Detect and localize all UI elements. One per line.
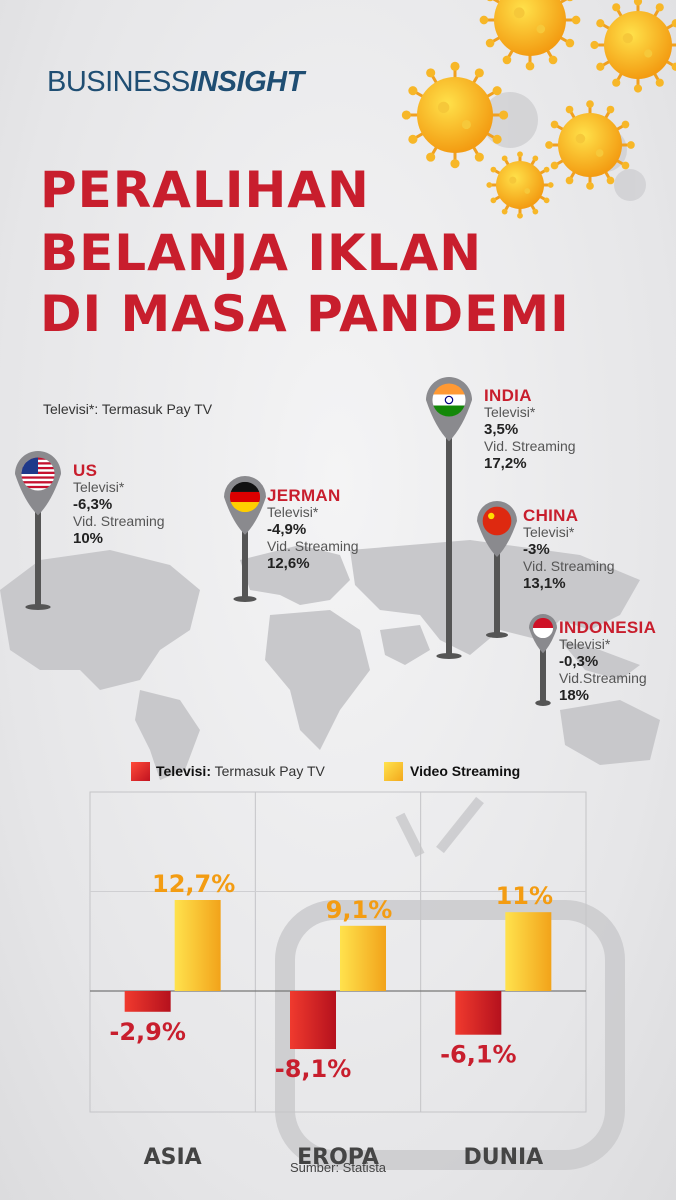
map-pin (15, 451, 61, 610)
germany-flag-icon (229, 481, 261, 513)
bar-video-streaming (340, 925, 386, 991)
bar-video-streaming (174, 900, 221, 991)
country-name: INDIA (484, 386, 532, 405)
tv-illustration (275, 796, 625, 1170)
bar-televisi (455, 991, 502, 1035)
map-pin (224, 476, 266, 602)
map-pin (529, 614, 557, 706)
bar-video-streaming (505, 912, 552, 991)
china-flag-icon (482, 506, 512, 536)
country-china: CHINA Televisi* -3% Vid. Streaming 13,1% (523, 507, 615, 592)
world-map (0, 540, 660, 780)
brand-logo: BUSINESSINSIGHT (47, 66, 304, 99)
bar-televisi (290, 991, 336, 1050)
country-india: INDIA Televisi* 3,5% Vid. Streaming 17,2… (484, 387, 576, 472)
tv-label: Televisi* (523, 524, 575, 540)
country-name: JERMAN (267, 486, 341, 505)
virus-illustration (401, 0, 676, 219)
brand-part1: BUSINESS (47, 66, 190, 98)
legend-tv-swatch (131, 762, 150, 781)
vs-label: Vid. Streaming (523, 558, 615, 574)
tv-label: Televisi* (267, 504, 319, 520)
category-label: EROPA (297, 1145, 379, 1170)
country-name: CHINA (523, 506, 579, 525)
category-label: DUNIA (463, 1145, 543, 1170)
vs-label: Vid. Streaming (484, 438, 576, 454)
category-label: ASIA (144, 1145, 202, 1170)
country-name: INDONESIA (559, 618, 657, 637)
data-label-televisi: -6,1% (440, 1041, 517, 1069)
vs-label: Vid.Streaming (559, 670, 647, 686)
footnote: Televisi*: Termasuk Pay TV (43, 401, 213, 417)
tv-value: -0,3% (559, 653, 599, 670)
data-label-televisi: -2,9% (109, 1018, 186, 1046)
source-text: Sumber: Statista (289, 1160, 387, 1175)
tv-value: 3,5% (484, 421, 519, 438)
country-jerman: JERMAN Televisi* -4,9% Vid. Streaming 12… (267, 487, 359, 572)
tv-label: Televisi* (73, 479, 125, 495)
tv-label: Televisi* (559, 636, 611, 652)
bar-chart: -2,9% 12,7% ASIA -8,1% 9,1% EROPA -6,1% 11% DUNI… (89, 791, 625, 1170)
virus-icon (401, 61, 509, 169)
tv-label: Televisi* (484, 404, 536, 420)
title-line-1: PERALIHAN (40, 161, 370, 219)
country-indonesia: INDONESIA Televisi* -0,3% Vid.Streaming … (559, 619, 656, 704)
tv-value: -4,9% (267, 521, 307, 538)
legend-tv: Televisi: Termasuk Pay TV (156, 763, 325, 779)
vs-label: Vid. Streaming (73, 513, 165, 529)
india-flag-icon (432, 383, 466, 417)
map-pin (477, 501, 517, 638)
brand-part2: INSIGHT (189, 66, 305, 98)
legend-vs-swatch (384, 762, 403, 781)
map-pins (15, 377, 557, 706)
vs-value: 18% (559, 687, 590, 704)
country-us: US Televisi* -6,3% Vid. Streaming 10% (73, 462, 165, 547)
legend-tv-rest: Termasuk Pay TV (211, 763, 325, 779)
title-line-2: BELANJA IKLAN (40, 224, 483, 282)
us-flag-icon (21, 457, 55, 491)
data-label-video-streaming: 11% (496, 882, 553, 910)
indonesia-flag-icon (532, 617, 554, 639)
legend-vs: Video Streaming (410, 763, 521, 779)
vs-value: 17,2% (484, 455, 527, 472)
country-name: US (73, 461, 98, 480)
bar-televisi (124, 991, 171, 1012)
map-pin (426, 377, 472, 659)
vs-value: 12,6% (267, 555, 310, 572)
title-line-3: DI MASA PANDEMI (40, 285, 570, 343)
vs-label: Vid. Streaming (267, 538, 359, 554)
legend-tv-bold: Televisi: (156, 763, 211, 779)
virus-icon (479, 0, 581, 71)
data-label-televisi: -8,1% (275, 1055, 352, 1083)
virus-icon (486, 151, 554, 219)
vs-value: 10% (73, 530, 104, 547)
data-label-video-streaming: 9,1% (326, 896, 393, 924)
tv-value: -3% (523, 541, 550, 558)
data-label-video-streaming: 12,7% (152, 870, 235, 898)
virus-icon (545, 100, 635, 190)
vs-value: 13,1% (523, 575, 566, 592)
tv-value: -6,3% (73, 496, 113, 513)
virus-icon (590, 0, 676, 93)
